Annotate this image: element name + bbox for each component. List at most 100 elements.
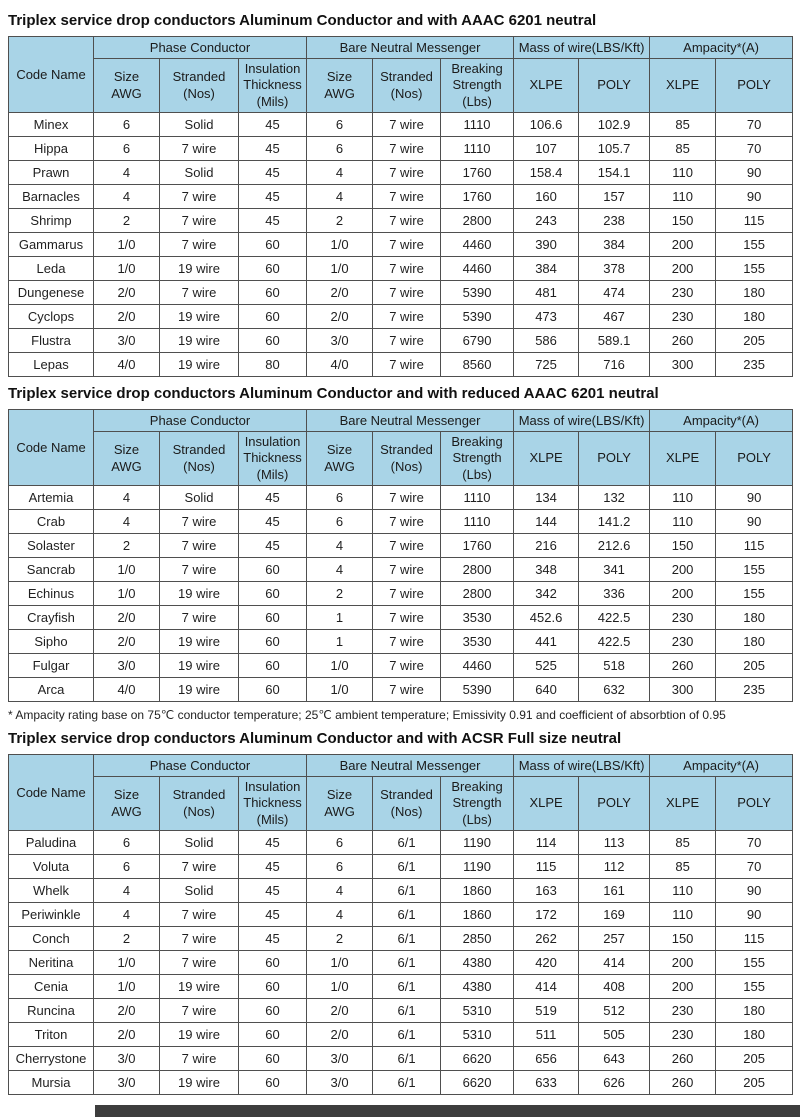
table-cell: 2/0 xyxy=(306,1022,374,1047)
table-cell: 1/0 xyxy=(306,256,374,281)
table-cell: 2 xyxy=(93,926,160,951)
table-row: Dungenese 2/0 7 wire 60 2/0 7 wire 5390 481 474 2… xyxy=(8,280,794,305)
table-cell: 6/1 xyxy=(372,1070,442,1095)
table-cell: 7 wire xyxy=(372,352,442,377)
table-cell: 180 xyxy=(715,998,794,1023)
table-cell: 1/0 xyxy=(306,653,374,678)
table-cell: 110 xyxy=(649,184,717,209)
table-cell: 85 xyxy=(649,854,717,879)
table-cell: 481 xyxy=(513,280,580,305)
spec-table-aaac-full: Code Name Phase Conductor Bare Neutral Mes… xyxy=(8,36,794,377)
table-cell: 45 xyxy=(237,902,308,927)
table-row: Gammarus 1/0 7 wire 60 1/0 7 wire 4460 390 384 20… xyxy=(8,232,794,257)
table-cell: 4 xyxy=(306,533,374,558)
table-cell: 8560 xyxy=(440,352,515,377)
table-cell: 4 xyxy=(93,160,160,185)
table-cell: 60 xyxy=(237,232,308,257)
table-cell: 420 xyxy=(513,950,580,975)
table-cell: 300 xyxy=(649,352,717,377)
table-cell: 7 wire xyxy=(159,136,239,161)
table-cell: 180 xyxy=(715,280,794,305)
table-cell: 1/0 xyxy=(93,557,160,582)
table-cell: 7 wire xyxy=(372,581,442,606)
table-cell: 422.5 xyxy=(578,605,651,630)
table-cell: 19 wire xyxy=(159,328,239,353)
table-cell: 7 wire xyxy=(159,1046,239,1071)
table-cell: 7 wire xyxy=(159,854,239,879)
table-cell: 4/0 xyxy=(93,677,160,702)
table-row: Triton 2/0 19 wire 60 2/0 6/1 5310 511 505 230 180 xyxy=(8,1022,794,1047)
table-cell: 1/0 xyxy=(306,974,374,999)
table-cell: 141.2 xyxy=(578,509,651,534)
table-cell: 4 xyxy=(306,557,374,582)
table-cell: 260 xyxy=(649,1046,717,1071)
table-cell: 1860 xyxy=(440,902,515,927)
table-cell: 172 xyxy=(513,902,580,927)
table-cell: 6 xyxy=(93,136,160,161)
table-cell: 7 wire xyxy=(159,184,239,209)
table-cell: 6/1 xyxy=(372,1046,442,1071)
table-cell: 155 xyxy=(715,232,794,257)
table-cell: 2/0 xyxy=(93,304,160,329)
table-cell: 505 xyxy=(578,1022,651,1047)
table-title-aaac-full: Triplex service drop conductors Aluminum… xyxy=(8,12,597,29)
code-name-cell: Dungenese xyxy=(8,280,94,305)
table-cell: 2/0 xyxy=(93,1022,160,1047)
table-cell: 110 xyxy=(649,485,717,510)
column-header: Breaking Strength (Lbs) xyxy=(440,776,515,831)
code-name-cell: Barnacles xyxy=(8,184,94,209)
table-cell: 60 xyxy=(237,974,308,999)
table-cell: 7 wire xyxy=(372,160,442,185)
table-cell: 7 wire xyxy=(159,208,239,233)
table-cell: 4380 xyxy=(440,950,515,975)
header-group-row: Code Name Phase Conductor Bare Neutral Mes… xyxy=(8,754,794,831)
table-cell: 4460 xyxy=(440,256,515,281)
table-cell: 212.6 xyxy=(578,533,651,558)
table-cell: 200 xyxy=(649,557,717,582)
table-cell: 1/0 xyxy=(93,974,160,999)
table-cell: 60 xyxy=(237,677,308,702)
table-cell: 414 xyxy=(578,950,651,975)
table-cell: 5390 xyxy=(440,304,515,329)
table-cell: 6/1 xyxy=(372,998,442,1023)
table-row: Lepas 4/0 19 wire 80 4/0 7 wire 8560 725 716 300 2… xyxy=(8,352,794,377)
column-header: Size AWG xyxy=(306,58,374,113)
table-cell: 2850 xyxy=(440,926,515,951)
table-cell: 200 xyxy=(649,232,717,257)
table-cell: 155 xyxy=(715,557,794,582)
table-cell: 45 xyxy=(237,830,308,855)
table-cell: 110 xyxy=(649,509,717,534)
column-header: Size AWG xyxy=(93,58,160,113)
table-cell: 7 wire xyxy=(372,304,442,329)
column-header: POLY xyxy=(578,776,651,831)
table-cell: 85 xyxy=(649,136,717,161)
table-cell: 5310 xyxy=(440,998,515,1023)
table-cell: 2/0 xyxy=(93,629,160,654)
table-cell: 2/0 xyxy=(93,998,160,1023)
code-name-cell: Paludina xyxy=(8,830,94,855)
table-cell: 1110 xyxy=(440,112,515,137)
table-cell: 4 xyxy=(93,485,160,510)
table-cell: 45 xyxy=(237,854,308,879)
table-row: Sipho 2/0 19 wire 60 1 7 wire 3530 441 422.5 230 1… xyxy=(8,629,794,654)
code-name-cell: Minex xyxy=(8,112,94,137)
table-cell: 378 xyxy=(578,256,651,281)
table-cell: 102.9 xyxy=(578,112,651,137)
table-cell: 1110 xyxy=(440,485,515,510)
table-cell: 342 xyxy=(513,581,580,606)
table-row: Flustra 3/0 19 wire 60 3/0 7 wire 6790 586 589.1… xyxy=(8,328,794,353)
table-cell: Solid xyxy=(159,485,239,510)
column-header: Stranded (Nos) xyxy=(372,58,442,113)
table-cell: 157 xyxy=(578,184,651,209)
table-cell: 169 xyxy=(578,902,651,927)
table-cell: 390 xyxy=(513,232,580,257)
table-cell: Solid xyxy=(159,878,239,903)
table-cell: 6 xyxy=(306,830,374,855)
table-cell: 1190 xyxy=(440,854,515,879)
table-cell: 180 xyxy=(715,1022,794,1047)
code-name-cell: Echinus xyxy=(8,581,94,606)
code-name-cell: Voluta xyxy=(8,854,94,879)
spec-table-acsr-full: Code Name Phase Conductor Bare Neutral Mes… xyxy=(8,754,794,1095)
table-cell: 70 xyxy=(715,136,794,161)
code-name-cell: Flustra xyxy=(8,328,94,353)
